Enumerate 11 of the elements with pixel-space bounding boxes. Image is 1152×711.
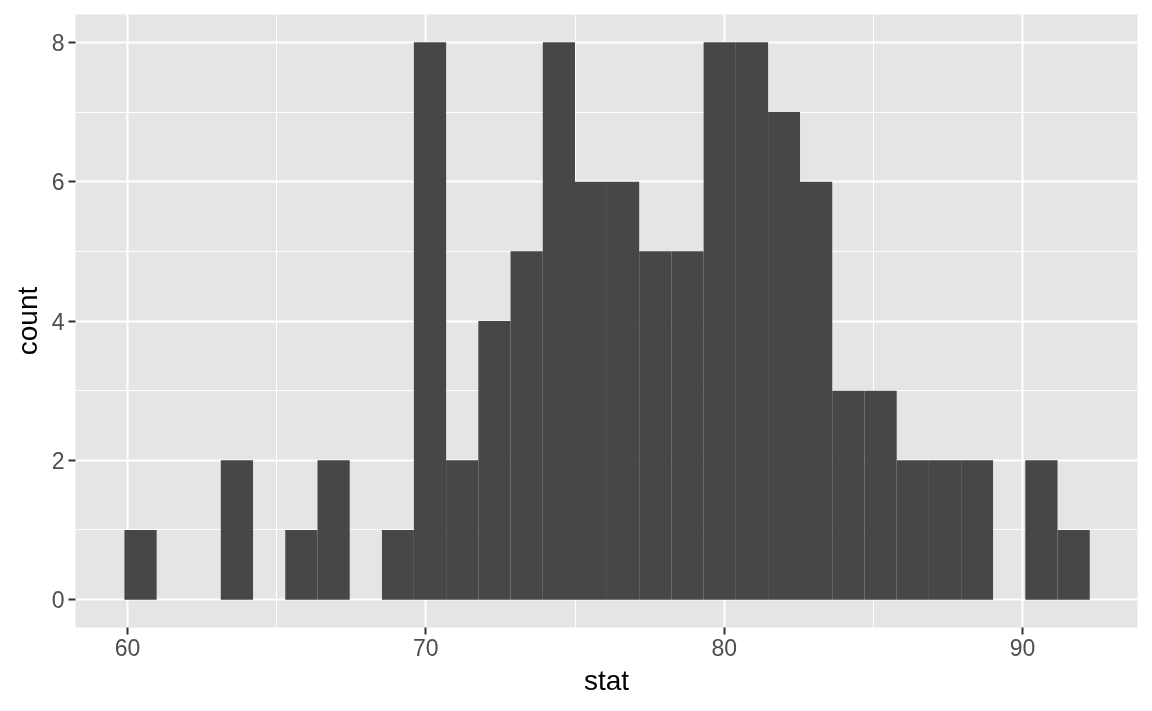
y-tick-label: 0: [51, 587, 65, 614]
y-tick-label: 6: [51, 169, 65, 196]
y-axis-title: count: [11, 286, 43, 356]
x-axis-title: stat: [583, 664, 630, 696]
y-tick-label: 2: [51, 447, 65, 474]
x-tick-label: 90: [1009, 634, 1036, 661]
y-tick-label: 8: [51, 29, 65, 56]
x-tick-label: 60: [114, 634, 141, 661]
x-tick-label: 70: [413, 634, 439, 661]
x-tick-label: 80: [711, 634, 738, 661]
y-tick-label: 4: [51, 308, 65, 335]
